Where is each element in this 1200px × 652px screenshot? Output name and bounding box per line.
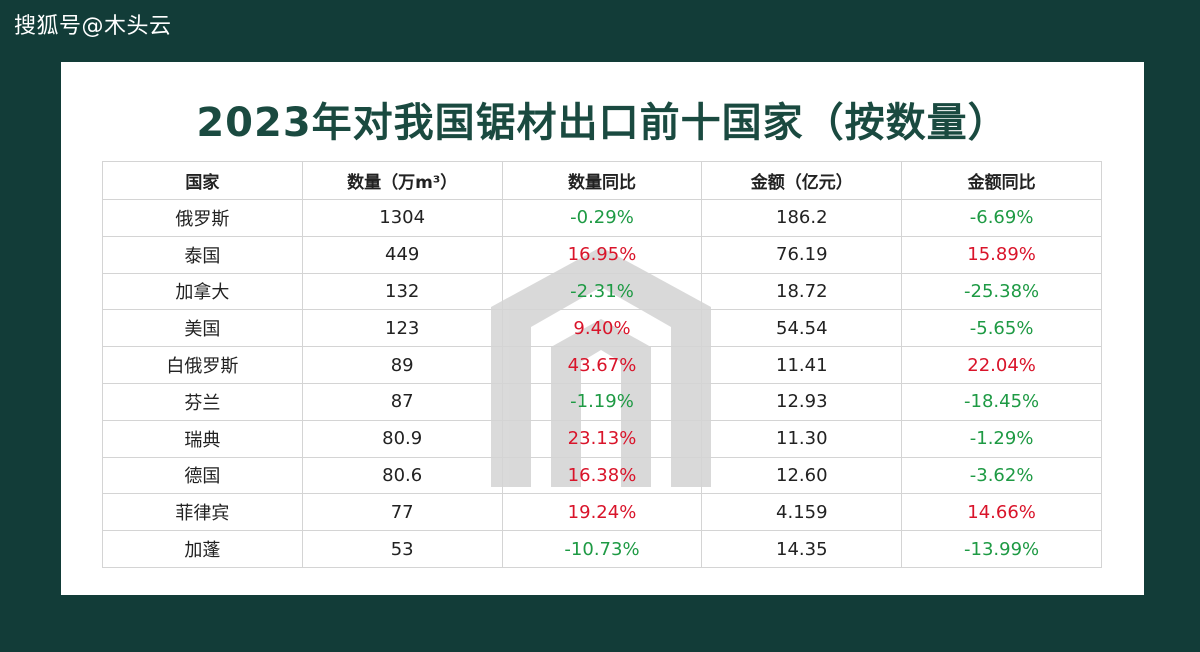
table-row: 瑞典 80.9 23.13% 11.30 -1.29%	[102, 419, 1102, 458]
cell-country: 瑞典	[102, 419, 303, 458]
page-title: 2023年对我国锯材出口前十国家（按数量）	[196, 100, 1009, 146]
table-header-row: 国家 数量（万m³） 数量同比 金额（亿元） 金额同比	[102, 161, 1102, 200]
cell-quantity-yoy: 19.24%	[501, 493, 703, 532]
content-card: 2023年对我国锯材出口前十国家（按数量） 国家 数量（万m³） 数量同比 金额…	[61, 62, 1144, 595]
cell-amount-yoy: -5.65%	[901, 309, 1102, 348]
cell-quantity-yoy: -1.19%	[501, 382, 703, 421]
header-amount: 金额（亿元）	[701, 161, 903, 200]
cell-amount: 54.54	[701, 309, 903, 348]
cell-quantity-yoy: 16.38%	[501, 456, 703, 495]
cell-quantity-yoy: -2.31%	[501, 272, 703, 311]
cell-amount: 4.159	[701, 493, 903, 532]
cell-amount: 18.72	[701, 272, 903, 311]
cell-quantity: 80.9	[301, 419, 503, 458]
cell-quantity: 77	[301, 493, 503, 532]
table-row: 加拿大 132 -2.31% 18.72 -25.38%	[102, 272, 1102, 311]
cell-quantity: 123	[301, 309, 503, 348]
cell-country: 泰国	[102, 235, 303, 274]
cell-quantity-yoy: 16.95%	[501, 235, 703, 274]
brand-watermark-text: 搜狐号@木头云	[14, 14, 172, 39]
cell-country: 菲律宾	[102, 493, 303, 532]
table-row: 芬兰 87 -1.19% 12.93 -18.45%	[102, 382, 1102, 421]
cell-quantity-yoy: -10.73%	[501, 530, 703, 568]
cell-amount-yoy: -6.69%	[901, 199, 1102, 237]
cell-amount-yoy: -3.62%	[901, 456, 1102, 495]
cell-amount-yoy: 15.89%	[901, 235, 1102, 274]
cell-quantity-yoy: -0.29%	[501, 199, 703, 237]
table-row: 俄罗斯 1304 -0.29% 186.2 -6.69%	[102, 199, 1102, 237]
cell-amount: 14.35	[701, 530, 903, 568]
cell-amount: 12.60	[701, 456, 903, 495]
header-amount-yoy: 金额同比	[901, 161, 1102, 200]
cell-quantity: 449	[301, 235, 503, 274]
header-country: 国家	[102, 161, 303, 200]
cell-amount-yoy: -18.45%	[901, 382, 1102, 421]
cell-amount: 12.93	[701, 382, 903, 421]
cell-country: 芬兰	[102, 382, 303, 421]
cell-country: 加拿大	[102, 272, 303, 311]
cell-amount-yoy: -25.38%	[901, 272, 1102, 311]
cell-quantity: 1304	[301, 199, 503, 237]
cell-quantity: 87	[301, 382, 503, 421]
table-row: 菲律宾 77 19.24% 4.159 14.66%	[102, 493, 1102, 532]
cell-amount-yoy: 14.66%	[901, 493, 1102, 532]
cell-amount-yoy: -13.99%	[901, 530, 1102, 568]
cell-amount: 11.41	[701, 346, 903, 384]
cell-amount-yoy: 22.04%	[901, 346, 1102, 384]
export-table: 国家 数量（万m³） 数量同比 金额（亿元） 金额同比 俄罗斯 1304 -0.…	[102, 161, 1102, 568]
cell-country: 德国	[102, 456, 303, 495]
header-quantity: 数量（万m³）	[301, 161, 503, 200]
cell-amount: 186.2	[701, 199, 903, 237]
table-row: 美国 123 9.40% 54.54 -5.65%	[102, 309, 1102, 348]
cell-quantity: 89	[301, 346, 503, 384]
cell-quantity-yoy: 23.13%	[501, 419, 703, 458]
cell-country: 白俄罗斯	[102, 346, 303, 384]
header-quantity-yoy: 数量同比	[501, 161, 703, 200]
table-row: 白俄罗斯 89 43.67% 11.41 22.04%	[102, 346, 1102, 384]
cell-country: 俄罗斯	[102, 199, 303, 237]
cell-amount: 11.30	[701, 419, 903, 458]
cell-quantity: 80.6	[301, 456, 503, 495]
cell-amount-yoy: -1.29%	[901, 419, 1102, 458]
cell-country: 加蓬	[102, 530, 303, 568]
table-row: 泰国 449 16.95% 76.19 15.89%	[102, 235, 1102, 274]
cell-quantity: 53	[301, 530, 503, 568]
cell-quantity: 132	[301, 272, 503, 311]
table-row: 加蓬 53 -10.73% 14.35 -13.99%	[102, 530, 1102, 568]
cell-quantity-yoy: 9.40%	[501, 309, 703, 348]
cell-quantity-yoy: 43.67%	[501, 346, 703, 384]
table-row: 德国 80.6 16.38% 12.60 -3.62%	[102, 456, 1102, 495]
cell-amount: 76.19	[701, 235, 903, 274]
cell-country: 美国	[102, 309, 303, 348]
